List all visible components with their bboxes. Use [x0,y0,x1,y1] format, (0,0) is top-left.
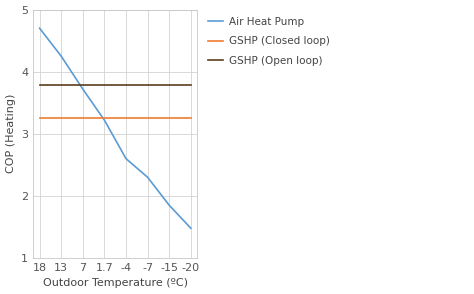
Air Heat Pump [123,157,129,161]
Y-axis label: COP (Heating): COP (Heating) [6,94,16,173]
Air Heat Pump [80,87,86,91]
Legend: Air Heat Pump, GSHP (Closed loop), GSHP (Open loop): Air Heat Pump, GSHP (Closed loop), GSHP … [206,15,332,68]
Line: Air Heat Pump: Air Heat Pump [39,28,191,228]
Air Heat Pump [188,226,194,230]
Air Heat Pump [145,176,150,179]
X-axis label: Outdoor Temperature (ºC): Outdoor Temperature (ºC) [43,278,188,288]
Air Heat Pump [166,203,172,207]
Air Heat Pump [36,26,42,30]
Air Heat Pump [58,54,64,58]
Air Heat Pump [101,118,107,122]
